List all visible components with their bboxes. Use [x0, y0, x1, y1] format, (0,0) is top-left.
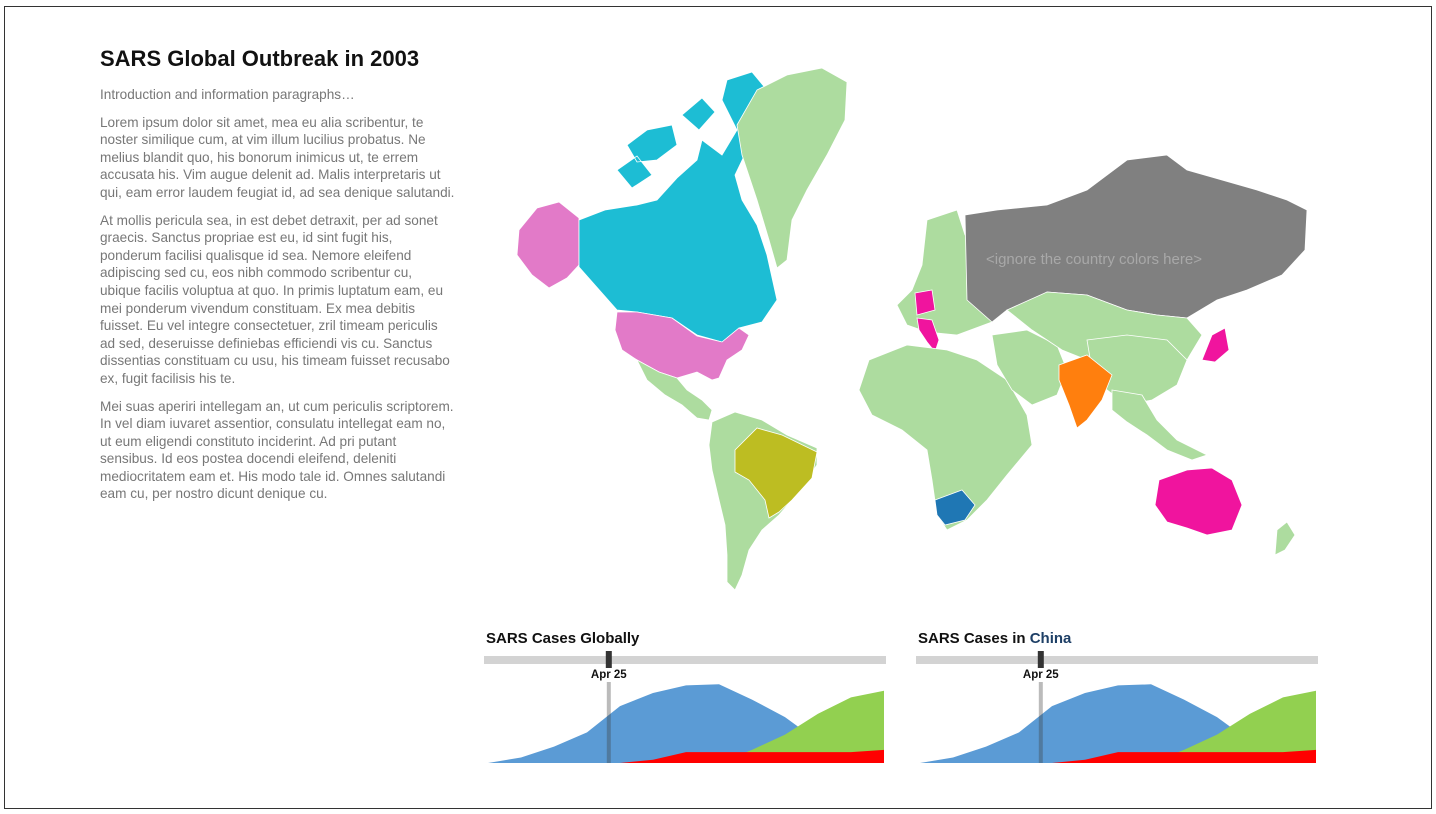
chart-global-area-series-3 — [488, 749, 884, 763]
country-japan[interactable] — [1201, 327, 1230, 363]
chart-china: SARS Cases in China Apr 25 — [916, 626, 1321, 766]
country-australia[interactable] — [1154, 467, 1243, 536]
intro-paragraph-2: At mollis pericula sea, in est debet det… — [100, 212, 450, 386]
chart-china-title: SARS Cases in China — [918, 630, 1071, 647]
intro-paragraph-1: Lorem ipsum dolor sit amet, mea eu alia … — [100, 114, 455, 200]
chart-china-slider-handle[interactable] — [1037, 651, 1044, 668]
country-brazil[interactable] — [734, 427, 818, 519]
region-southeast-asia[interactable] — [1111, 389, 1209, 461]
chart-china-svg[interactable] — [916, 626, 1321, 766]
chart-global-slider-label: Apr 25 — [590, 669, 627, 681]
region-central-america[interactable] — [636, 359, 713, 421]
chart-china-area-series-3 — [920, 749, 1316, 763]
intro-lead: Introduction and information paragraphs… — [100, 87, 355, 102]
world-map-svg[interactable] — [487, 60, 1309, 595]
chart-china-area-series-2 — [920, 690, 1316, 763]
map-note: <ignore the country colors here> — [986, 251, 1202, 268]
country-greenland[interactable] — [736, 67, 848, 269]
chart-global-slider-track[interactable] — [484, 656, 886, 664]
page-frame — [4, 6, 1432, 809]
chart-global-title: SARS Cases Globally — [486, 630, 640, 647]
chart-global-slider-line — [606, 682, 611, 763]
chart-china-slider-line — [1038, 682, 1043, 763]
chart-china-title-prefix: SARS Cases in — [918, 630, 1030, 647]
chart-global: SARS Cases Globally Apr 25 — [484, 626, 889, 766]
chart-global-area-series-2 — [488, 690, 884, 763]
intro-paragraph-3: Mei suas aperiri intellegam an, ut cum p… — [100, 398, 454, 502]
country-russia[interactable] — [964, 154, 1308, 323]
country-usa[interactable] — [614, 311, 750, 381]
country-alaska[interactable] — [516, 201, 580, 289]
country-germany[interactable] — [914, 289, 936, 316]
canada-islands — [616, 97, 716, 189]
world-map[interactable] — [487, 60, 1309, 595]
country-india[interactable] — [1058, 354, 1113, 429]
chart-china-country[interactable]: China — [1029, 630, 1072, 647]
chart-global-svg[interactable] — [484, 626, 889, 766]
country-south-africa[interactable] — [934, 489, 976, 526]
page-title: SARS Global Outbreak in 2003 — [100, 46, 420, 71]
chart-global-slider-handle[interactable] — [605, 651, 612, 668]
chart-china-slider-label: Apr 25 — [1022, 669, 1059, 681]
intro-panel: SARS Global Outbreak in 2003 Introductio… — [100, 46, 455, 513]
region-middle-east[interactable] — [991, 329, 1068, 406]
country-new-zealand[interactable] — [1274, 521, 1296, 556]
region-africa[interactable] — [858, 344, 1033, 531]
chart-china-slider-track[interactable] — [916, 656, 1318, 664]
